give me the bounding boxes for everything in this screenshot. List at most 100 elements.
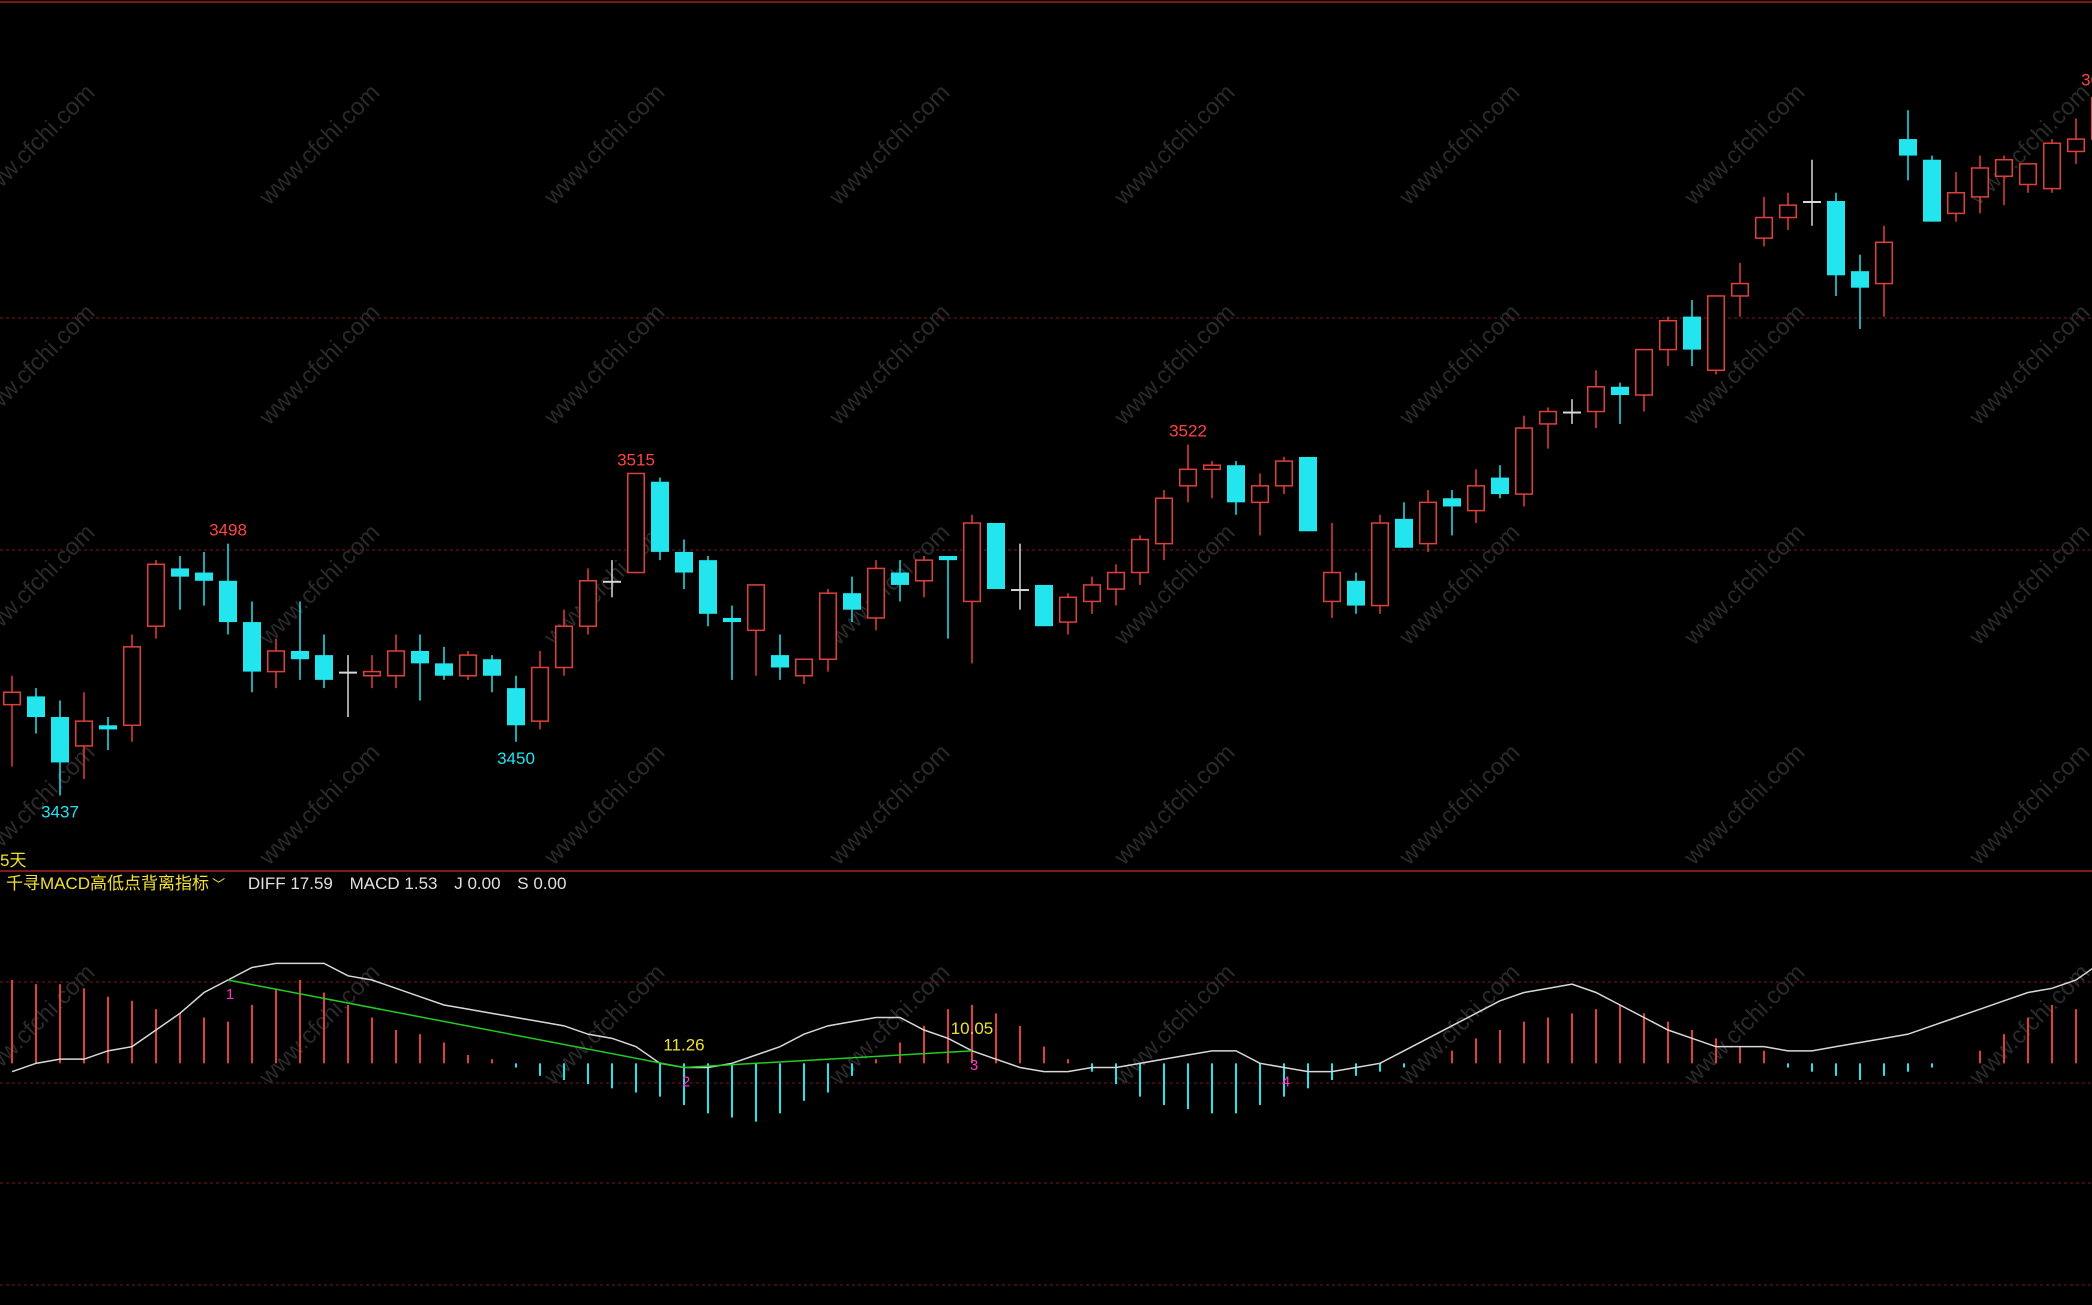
candle	[1683, 300, 1701, 367]
candle-body	[219, 580, 237, 623]
candle-body	[99, 725, 117, 730]
candle-body	[699, 560, 717, 614]
j-value: 0.00	[467, 874, 501, 893]
candle	[1635, 348, 1653, 412]
candlestick-series	[3, 97, 2092, 796]
candle	[1131, 535, 1149, 585]
candle-body	[819, 592, 837, 660]
candle-body	[1707, 295, 1725, 372]
candle-body	[1083, 584, 1101, 603]
candle-body	[1131, 538, 1149, 574]
candle-body	[27, 696, 45, 718]
candle	[891, 560, 909, 602]
candle-body	[315, 655, 333, 680]
divergence-line	[227, 979, 685, 1069]
candle	[1419, 489, 1437, 552]
candle	[27, 688, 45, 734]
candle	[843, 576, 861, 623]
macd-readout: MACD 1.53	[350, 874, 438, 893]
candle-body	[675, 551, 693, 573]
candle-body	[747, 584, 765, 632]
candle-body	[243, 622, 261, 672]
candle	[411, 634, 429, 701]
candle	[1275, 456, 1293, 495]
candle	[2067, 118, 2085, 164]
candle-body	[1155, 497, 1173, 545]
candle	[963, 514, 981, 664]
candle-body	[1683, 316, 1701, 350]
indicator-selector[interactable]: 千寻MACD高低点背离指标 ﹀	[6, 874, 225, 893]
candle-body	[939, 556, 957, 561]
candle	[1923, 155, 1941, 222]
candle-body	[651, 481, 669, 552]
divergence-peak-number: 3	[970, 1057, 978, 1074]
candle	[147, 560, 165, 639]
price-label-high: 3498	[209, 521, 247, 540]
candle	[651, 477, 669, 561]
candle-body	[1011, 589, 1029, 592]
macd-histogram	[11, 980, 2077, 1122]
candle	[51, 700, 69, 796]
diff-value: 17.59	[290, 874, 333, 893]
candle-body	[1251, 485, 1269, 504]
candle-body	[411, 650, 429, 664]
candle	[1347, 572, 1365, 614]
candle	[1731, 262, 1749, 317]
candle-body	[507, 688, 525, 726]
candle-body	[171, 568, 189, 577]
candle-body	[1203, 464, 1221, 471]
candle	[1251, 473, 1269, 536]
price-label-low: 3450	[497, 749, 535, 768]
candle-body	[2019, 163, 2037, 186]
candle	[99, 717, 117, 751]
divergence-peak-number: 1	[226, 986, 234, 1003]
j-readout: J 0.00	[454, 874, 500, 893]
candle-body	[1515, 427, 1533, 495]
candle-body	[531, 666, 549, 722]
candle	[1299, 456, 1317, 532]
candle-body	[1779, 204, 1797, 219]
candle	[1491, 465, 1509, 499]
candle-body	[459, 654, 477, 677]
candle-body	[987, 523, 1005, 590]
candle-body	[603, 580, 621, 583]
candle-body	[1899, 139, 1917, 156]
candle-body	[1443, 498, 1461, 507]
indicator-name: 千寻MACD高低点背离指标	[6, 874, 210, 893]
candle	[915, 556, 933, 598]
candle-body	[1827, 201, 1845, 276]
candle	[555, 609, 573, 676]
candle-body	[915, 559, 933, 582]
candle-body	[963, 522, 981, 603]
indicator-legend: 千寻MACD高低点背离指标 ﹀ DIFF 17.59 MACD 1.53 J 0.…	[6, 873, 578, 895]
candle	[363, 655, 381, 689]
divergence-line	[683, 1050, 973, 1069]
s-value: 0.00	[533, 874, 567, 893]
diff-series-line	[11, 962, 2092, 1073]
candle-body	[1971, 167, 1989, 198]
candle	[1899, 110, 1917, 181]
candle-body	[1803, 201, 1821, 203]
candle	[1611, 382, 1629, 424]
candle	[1443, 489, 1461, 536]
candle-body	[1323, 571, 1341, 603]
divergence-peak-value: 11.26	[663, 1036, 704, 1055]
candle	[795, 658, 813, 684]
candle	[195, 551, 213, 606]
candle	[1203, 461, 1221, 499]
candle	[1179, 444, 1197, 503]
macd-diff-line	[11, 962, 2092, 1073]
candle	[1803, 159, 1821, 226]
diff-label: DIFF	[247, 874, 286, 893]
candle	[219, 543, 237, 635]
candle	[243, 601, 261, 693]
candle	[1467, 469, 1485, 523]
divergence-peak-number: 4	[1282, 1074, 1290, 1091]
candle-body	[1227, 465, 1245, 503]
divergence-markers: 1 2 11.26 3 10.05 4	[226, 979, 1290, 1091]
macd-value: 1.53	[404, 874, 438, 893]
candle-body	[867, 567, 885, 619]
candle-body	[1299, 456, 1317, 532]
candle	[1035, 584, 1053, 627]
